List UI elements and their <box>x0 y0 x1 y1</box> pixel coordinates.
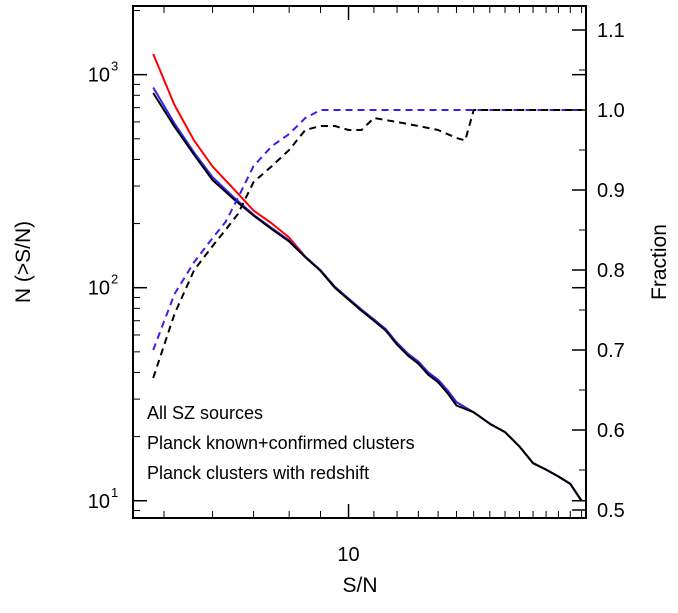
right-tick-label-0-6: 0.6 <box>597 420 625 442</box>
left-tick-exponent-3: 3 <box>111 59 118 74</box>
clusters-with-redshift-line <box>152 92 583 502</box>
redshift-fraction-dashed-line <box>152 109 582 379</box>
left-tick-exponent-1: 1 <box>111 485 118 500</box>
right-tick-label-0-5: 0.5 <box>597 500 625 522</box>
legend-item-known-confirmed: Planck known+confirmed clusters <box>147 433 415 453</box>
legend-item-all-sz: All SZ sources <box>147 403 263 423</box>
x-tick-label-10: 10 <box>337 544 359 566</box>
plot-frame <box>132 5 587 519</box>
legend: All SZ sources Planck known+confirmed cl… <box>147 403 415 483</box>
known-confirmed-fraction-dashed-line <box>152 109 582 351</box>
right-tick-label-0-7: 0.7 <box>597 340 625 362</box>
right-tick-label-0-9: 0.9 <box>597 180 625 202</box>
right-tick-label-1-1: 1.1 <box>597 20 625 42</box>
right-axis-ticks: 0.5 0.6 0.7 0.8 0.9 1.0 1.1 <box>572 20 625 522</box>
left-tick-label-3: 10 <box>88 65 110 87</box>
left-tick-label-2: 10 <box>88 278 110 300</box>
left-tick-exponent-2: 2 <box>111 272 118 287</box>
x-axis-ticks: 10 <box>163 6 583 566</box>
series-layer <box>152 53 583 502</box>
right-tick-label-0-8: 0.8 <box>597 260 625 282</box>
right-tick-label-1-0: 1.0 <box>597 100 625 122</box>
right-y-axis-title: Fraction <box>648 224 671 300</box>
x-axis-title: S/N <box>342 574 377 597</box>
left-y-axis-title: N (>S/N) <box>12 221 35 303</box>
left-tick-label-1: 10 <box>88 491 110 513</box>
legend-item-with-redshift: Planck clusters with redshift <box>147 463 369 483</box>
